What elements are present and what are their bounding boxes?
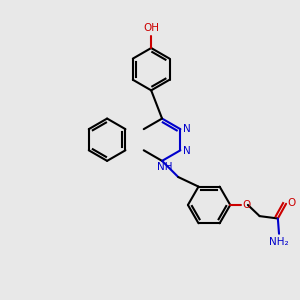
Text: OH: OH (143, 23, 159, 33)
Text: N: N (183, 124, 190, 134)
Text: O: O (243, 200, 251, 210)
Text: NH: NH (157, 162, 172, 172)
Text: O: O (288, 198, 296, 208)
Text: N: N (183, 146, 190, 156)
Text: NH₂: NH₂ (269, 237, 289, 247)
